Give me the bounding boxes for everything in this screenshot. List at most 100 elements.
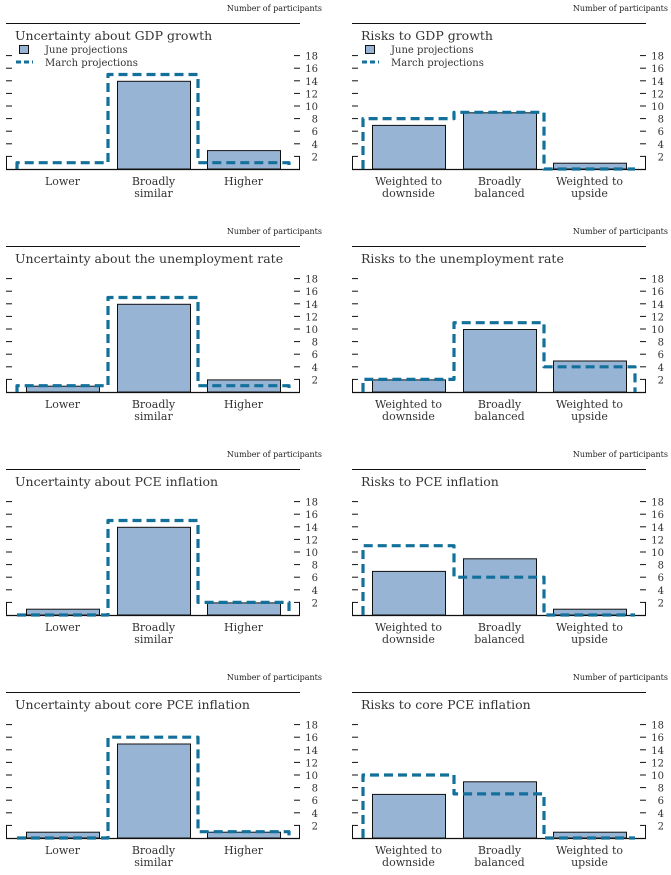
- y-tick-label: 6: [312, 350, 318, 361]
- y-tick-label: 6: [312, 127, 318, 138]
- y-tick-label: 4: [312, 363, 318, 374]
- x-category-label: similar: [134, 410, 173, 423]
- legend-march-label: March projections: [391, 58, 484, 69]
- y-tick-label: 2: [312, 152, 318, 163]
- y-tick-label: 8: [312, 115, 318, 126]
- x-category-label: Weighted to: [375, 844, 442, 857]
- chart-title: Risks to PCE inflation: [361, 474, 499, 489]
- y-tick-label: 12: [305, 89, 318, 100]
- x-category-label: Weighted to: [375, 175, 442, 188]
- y-tick-label: 16: [651, 64, 664, 75]
- june-bar: [372, 124, 446, 170]
- y-tick-label: 12: [305, 535, 318, 546]
- x-category-label: balanced: [474, 856, 524, 869]
- x-category-label: Weighted to: [556, 175, 623, 188]
- y-tick-label: 18: [305, 498, 318, 509]
- x-category-label: upside: [571, 633, 608, 646]
- units-label: Number of participants: [227, 227, 322, 236]
- y-tick-label: 14: [305, 523, 318, 534]
- y-tick-label: 2: [312, 821, 318, 832]
- x-category-label: Broadly: [478, 621, 522, 634]
- x-category-label: downside: [382, 856, 435, 869]
- y-tick-label: 12: [651, 89, 664, 100]
- x-category-label: Lower: [45, 844, 81, 857]
- june-bar: [463, 781, 537, 839]
- x-category-label: Weighted to: [556, 844, 623, 857]
- june-bar: [117, 80, 191, 170]
- x-category-label: Broadly: [132, 398, 176, 411]
- y-tick-label: 18: [305, 721, 318, 732]
- y-tick-label: 16: [305, 64, 318, 75]
- legend-march-label: March projections: [45, 58, 138, 69]
- x-category-label: balanced: [474, 410, 524, 423]
- chart-title: Risks to GDP growth: [361, 28, 493, 43]
- x-category-label: Higher: [224, 844, 264, 857]
- y-tick-label: 8: [658, 115, 664, 126]
- y-tick-label: 18: [305, 275, 318, 286]
- x-category-label: similar: [134, 633, 173, 646]
- march-outline: [15, 72, 291, 169]
- y-tick-label: 2: [658, 375, 664, 386]
- y-tick-label: 8: [312, 784, 318, 795]
- y-tick-label: 10: [305, 325, 318, 336]
- units-label: Number of participants: [573, 4, 668, 13]
- x-category-label: Lower: [45, 621, 81, 634]
- y-tick-label: 4: [658, 809, 664, 820]
- y-tick-label: 6: [312, 796, 318, 807]
- y-tick-label: 2: [658, 821, 664, 832]
- y-tick-label: 6: [658, 573, 664, 584]
- x-category-label: Weighted to: [375, 621, 442, 634]
- y-tick-label: 12: [651, 758, 664, 769]
- june-bar: [372, 379, 446, 393]
- y-tick-label: 10: [651, 548, 664, 559]
- y-tick-label: 4: [658, 363, 664, 374]
- y-tick-label: 12: [305, 312, 318, 323]
- y-tick-label: 6: [312, 573, 318, 584]
- y-tick-label: 16: [651, 287, 664, 298]
- y-tick-label: 16: [305, 510, 318, 521]
- units-label: Number of participants: [227, 4, 322, 13]
- units-label: Number of participants: [573, 450, 668, 459]
- y-tick-label: 10: [305, 771, 318, 782]
- x-category-label: upside: [571, 410, 608, 423]
- y-tick-label: 8: [312, 561, 318, 572]
- legend-june-label: June projections: [390, 45, 474, 56]
- y-tick-label: 18: [651, 498, 664, 509]
- x-category-label: balanced: [474, 633, 524, 646]
- march-outline: [361, 321, 637, 392]
- june-bar: [463, 329, 537, 393]
- y-tick-label: 18: [651, 721, 664, 732]
- june-bar: [117, 526, 191, 616]
- chart-panel: Number of participants Risks to the unemp…: [352, 227, 668, 423]
- y-tick-label: 8: [658, 338, 664, 349]
- units-label: Number of participants: [227, 673, 322, 682]
- y-tick-label: 18: [651, 52, 664, 63]
- y-tick-label: 2: [658, 152, 664, 163]
- x-category-label: Broadly: [132, 844, 176, 857]
- y-tick-label: 10: [651, 325, 664, 336]
- y-tick-label: 4: [658, 586, 664, 597]
- x-category-label: Higher: [224, 398, 264, 411]
- y-tick-label: 14: [305, 77, 318, 88]
- june-bar: [117, 303, 191, 393]
- units-label: Number of participants: [573, 673, 668, 682]
- y-tick-label: 6: [658, 796, 664, 807]
- chart-panel: Number of participants Uncertainty about …: [6, 673, 322, 869]
- y-tick-label: 10: [651, 102, 664, 113]
- june-bar: [117, 743, 191, 839]
- units-label: Number of participants: [227, 450, 322, 459]
- y-tick-label: 10: [651, 771, 664, 782]
- y-tick-label: 12: [651, 535, 664, 546]
- y-tick-label: 14: [651, 77, 664, 88]
- chart-title: Uncertainty about GDP growth: [15, 28, 212, 43]
- x-category-label: Broadly: [132, 621, 176, 634]
- chart-panel: Number of participants Risks to core PCE …: [352, 673, 668, 869]
- june-bar: [372, 570, 446, 616]
- x-category-label: Broadly: [478, 175, 522, 188]
- legend-june-label: June projections: [44, 45, 128, 56]
- y-tick-label: 16: [305, 287, 318, 298]
- chart-panel: Number of participants Uncertainty about …: [6, 4, 322, 200]
- x-category-label: Lower: [45, 398, 81, 411]
- x-category-label: downside: [382, 187, 435, 200]
- y-tick-label: 12: [305, 758, 318, 769]
